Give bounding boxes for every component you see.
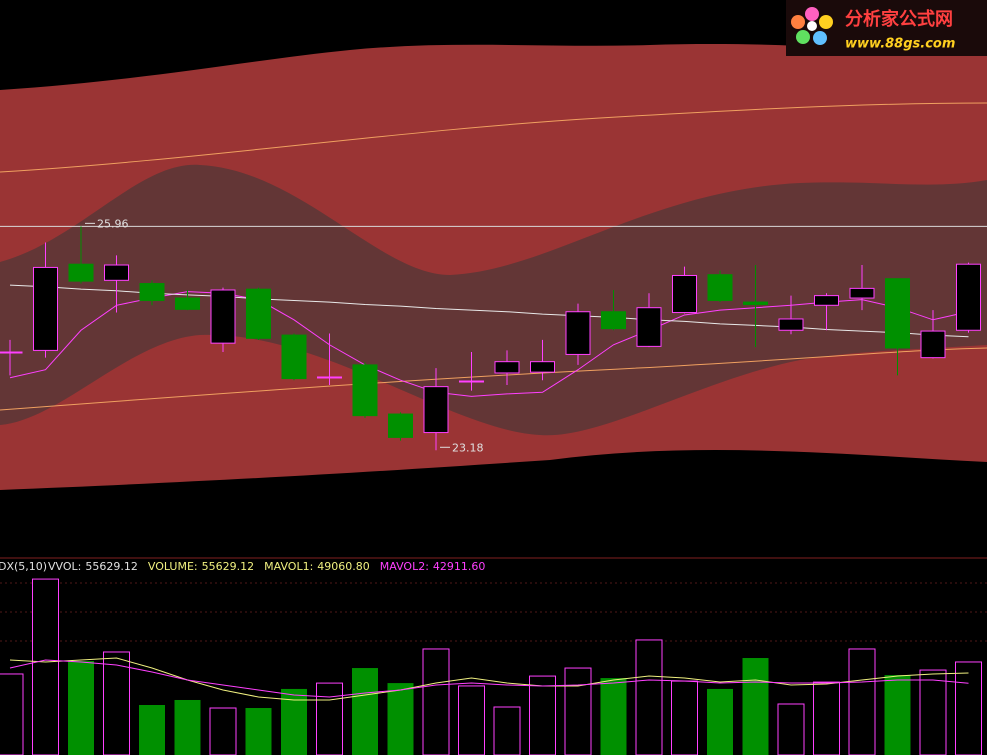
candle-body [885,278,910,349]
petal [819,15,833,29]
volume-bar [0,673,24,755]
candle-body [104,264,129,281]
petal [813,31,827,45]
candle-body [388,413,413,438]
volume-bar [209,707,237,755]
legend-name: MAVOL2: [380,560,429,573]
candle-body [33,266,58,351]
candle-body [139,283,165,301]
volume-bar [529,675,556,755]
mavol1-line [9,657,969,701]
volume-bar [742,658,769,755]
volume-bar [493,706,521,755]
volume-bar [671,680,698,755]
logo: 分析家公式网 www.88gs.com [786,0,987,56]
petal [805,7,819,21]
indicator-name: DX(5,10) [0,560,47,573]
ma-line [9,291,969,397]
annotation-label: 23.18 [452,441,484,454]
legend-value: 55629.12 [202,560,255,573]
annotation-label: 25.96 [97,217,129,230]
candle-body [920,330,946,359]
candle-body [636,307,662,347]
volume-bar [316,682,343,755]
petal [796,30,810,44]
candle-body [459,380,484,383]
flower-center [807,21,817,31]
candle-body [601,311,626,330]
volume-bar [387,683,414,755]
volume-bar [600,678,627,755]
logo-url: www.88gs.com [845,37,955,52]
volume-bar [458,685,485,755]
candle-body [68,263,94,282]
outer-band [0,43,987,491]
candle-body [317,376,342,379]
volume-bar [848,648,876,755]
candle-body [814,295,839,306]
candle-body [175,297,200,310]
inner-band [0,164,987,436]
logo-bg [786,0,987,56]
candle-body [281,334,307,380]
candle-body [246,288,271,339]
volume-bar [813,681,840,755]
volume-bar [777,703,805,755]
candle-body [849,287,875,299]
legend-name: MAVOL1: [264,560,313,573]
ma-line [9,284,969,338]
legend-name: VOLUME: [148,560,198,573]
volume-bar [103,651,130,755]
volume-bar [352,668,378,755]
lower-band-line [0,347,987,411]
volume-bar [68,661,94,755]
volume-bar [139,705,165,755]
candle-body [352,364,378,417]
volume-bar [174,699,201,755]
mavol2-line [9,659,969,698]
volume-bar [884,675,911,755]
logo-title: 分析家公式网 [845,8,953,30]
candle-body [565,311,591,355]
candle-body [494,361,520,374]
candle-body [530,361,555,373]
candle-body [743,301,768,305]
candle-body [672,274,697,314]
petal [791,15,805,29]
legend-value: 55629.12 [85,560,138,573]
candle-body [423,386,449,434]
volume-bar [422,648,450,755]
volume-bar [919,669,947,755]
volume-bar [707,688,733,755]
candle-body [210,289,236,344]
legend-value: 42911.60 [433,560,486,573]
candle-body [707,274,733,301]
volume-bar [635,639,663,755]
volume-bar [245,708,272,755]
legend-value: 49060.80 [317,560,370,573]
candle-body [0,351,23,354]
legend-name: VVOL: [48,560,81,573]
candle-body [956,263,981,331]
volume-bar [564,667,592,755]
volume-bar [32,578,59,755]
candle-body [778,318,804,331]
upper-band-line [0,102,987,173]
volume-bar [955,661,982,755]
